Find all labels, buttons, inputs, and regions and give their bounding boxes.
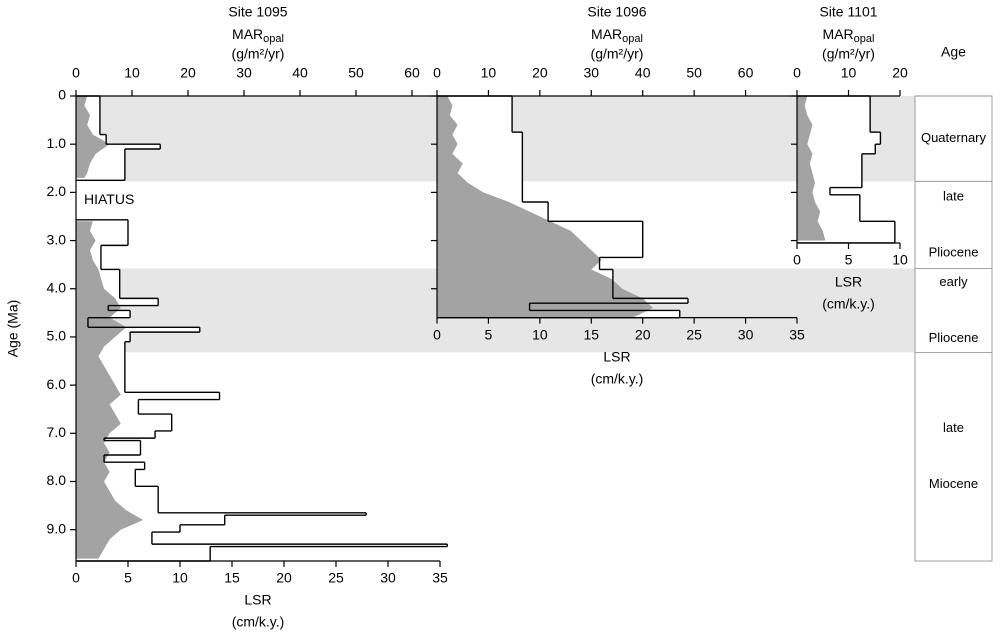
age-column-frame — [914, 95, 993, 562]
x-tick-label: 10 — [892, 252, 908, 268]
y-tick-label: 2.0 — [47, 183, 67, 199]
x2-label-main: MAR — [591, 26, 622, 42]
age-label: Pliocene — [929, 330, 979, 345]
x2-label-units: (g/m²/yr) — [232, 46, 285, 62]
panel-title: Site 1095 — [228, 4, 287, 20]
age-label: early — [939, 274, 968, 289]
x-tick-label: 0 — [72, 570, 80, 586]
x2-label-sub: opal — [622, 33, 643, 45]
x2-tick-label: 0 — [72, 65, 80, 81]
age-label: Miocene — [929, 476, 978, 491]
x-label-units: (cm/k.y.) — [822, 296, 875, 312]
x-tick-label: 10 — [532, 326, 548, 342]
x2-label-units: (g/m²/yr) — [822, 46, 875, 62]
x-tick-label: 25 — [328, 570, 344, 586]
x-tick-label: 0 — [793, 252, 801, 268]
x-label: LSR — [835, 274, 862, 290]
y-tick-label: 8.0 — [47, 472, 67, 488]
y-tick-label: 9.0 — [47, 520, 67, 536]
x-tick-label: 15 — [224, 570, 240, 586]
x2-label: MARopal — [823, 26, 875, 45]
y-tick-label: 6.0 — [47, 376, 67, 392]
mar-opal-area — [437, 96, 653, 318]
x-tick-label: 35 — [432, 570, 448, 586]
y-tick-label: 4.0 — [47, 279, 67, 295]
age-label: Quaternary — [921, 130, 987, 145]
x2-label: MARopal — [591, 26, 643, 45]
x2-tick-label: 30 — [583, 65, 599, 81]
x2-tick-label: 10 — [841, 65, 857, 81]
x-label-units: (cm/k.y.) — [232, 614, 285, 630]
x-tick-label: 0 — [433, 326, 441, 342]
x-tick-label: 30 — [380, 570, 396, 586]
x2-tick-label: 40 — [635, 65, 651, 81]
x2-tick-label: 60 — [738, 65, 754, 81]
x2-tick-label: 20 — [532, 65, 548, 81]
x2-tick-label: 10 — [124, 65, 140, 81]
mar-opal-area — [797, 96, 826, 241]
x2-label-units: (g/m²/yr) — [591, 46, 644, 62]
x2-tick-label: 10 — [481, 65, 497, 81]
x2-tick-label: 20 — [892, 65, 908, 81]
x2-label-sub: opal — [263, 33, 284, 45]
mar-opal-area — [76, 221, 144, 559]
y-tick-label: 0 — [58, 87, 66, 103]
y-tick-label: 7.0 — [47, 424, 67, 440]
x-label: LSR — [244, 592, 271, 608]
x-label: LSR — [603, 348, 630, 364]
y-tick-label: 3.0 — [47, 231, 67, 247]
x-tick-label: 5 — [845, 252, 853, 268]
panel-title: Site 1096 — [587, 4, 646, 20]
y-tick-label: 5.0 — [47, 328, 67, 344]
x-tick-label: 10 — [172, 570, 188, 586]
x2-label-main: MAR — [232, 26, 263, 42]
age-label: Pliocene — [929, 244, 979, 259]
mar-opal-area — [76, 96, 110, 178]
x-tick-label: 15 — [583, 326, 599, 342]
age-label: late — [943, 420, 964, 435]
x2-tick-label: 50 — [348, 65, 364, 81]
x-tick-label: 30 — [738, 326, 754, 342]
lsr-fill — [76, 96, 161, 181]
x2-label-main: MAR — [823, 26, 854, 42]
x2-label: MARopal — [232, 26, 284, 45]
x2-tick-label: 0 — [433, 65, 441, 81]
x2-tick-label: 40 — [292, 65, 308, 81]
panel-title: Site 1101 — [819, 4, 877, 20]
annotation: HIATUS — [84, 191, 134, 207]
age-title: Age — [941, 44, 966, 60]
x-tick-label: 5 — [485, 326, 493, 342]
x2-label-sub: opal — [854, 33, 875, 45]
x2-tick-label: 0 — [793, 65, 801, 81]
x-tick-label: 25 — [686, 326, 702, 342]
age-label: late — [943, 188, 964, 203]
y-tick-label: 1.0 — [47, 135, 67, 151]
x-tick-label: 35 — [789, 326, 805, 342]
x2-tick-label: 60 — [404, 65, 420, 81]
x-label-units: (cm/k.y.) — [591, 370, 644, 386]
y-label: Age (Ma) — [5, 300, 21, 358]
x-tick-label: 20 — [276, 570, 292, 586]
x2-tick-label: 30 — [236, 65, 252, 81]
x-tick-label: 20 — [635, 326, 651, 342]
x2-tick-label: 50 — [686, 65, 702, 81]
x-tick-label: 5 — [124, 570, 132, 586]
x2-tick-label: 20 — [180, 65, 196, 81]
